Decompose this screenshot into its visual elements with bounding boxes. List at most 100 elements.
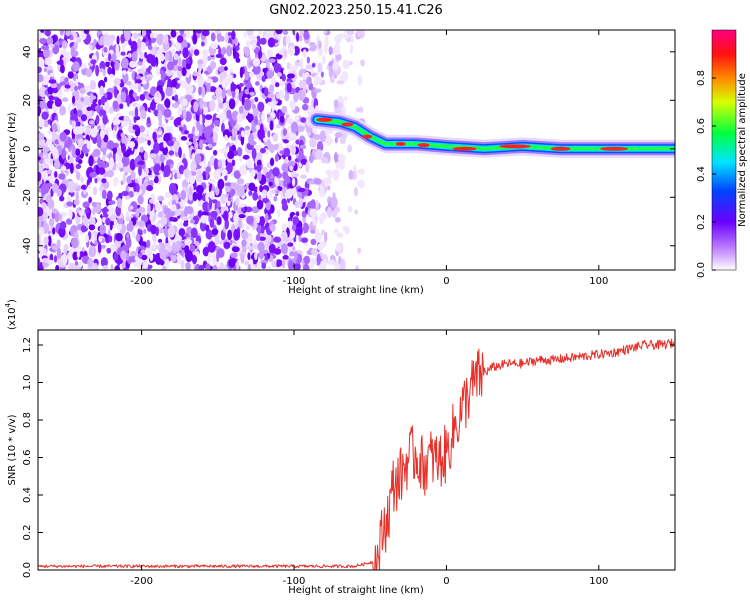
noise-blob (357, 168, 366, 175)
noise-blob (173, 53, 179, 61)
noise-blob (164, 242, 172, 248)
noise-blob (213, 169, 221, 180)
noise-blob (281, 105, 287, 114)
noise-blob (273, 195, 278, 202)
noise-blob (52, 147, 59, 160)
noise-blob (97, 242, 102, 254)
noise-blob (80, 225, 87, 233)
noise-blob (116, 197, 123, 208)
noise-blob (290, 121, 299, 134)
noise-blob (76, 109, 83, 118)
noise-blob (226, 109, 232, 119)
noise-blob (344, 96, 348, 102)
noise-blob (333, 34, 342, 44)
noise-blob (80, 177, 84, 183)
noise-blob (269, 157, 275, 167)
noise-blob (183, 168, 191, 175)
noise-blob (231, 246, 240, 253)
noise-blob (258, 50, 263, 59)
noise-blob (195, 173, 203, 183)
noise-blob (178, 134, 183, 143)
noise-blob (238, 106, 244, 114)
snr-plot-area (38, 338, 675, 570)
noise-blob (137, 220, 145, 227)
noise-blob (308, 154, 314, 164)
noise-blob (56, 83, 61, 91)
noise-blob (120, 250, 127, 261)
noise-blob (285, 188, 293, 199)
noise-blob (251, 124, 257, 133)
noise-blob (252, 107, 259, 119)
noise-blob (355, 265, 360, 270)
noise-blob (38, 119, 45, 128)
noise-blob (75, 163, 82, 169)
noise-blob (275, 123, 281, 129)
noise-blob (176, 172, 182, 180)
noise-blob (47, 259, 54, 265)
noise-blob (152, 241, 157, 250)
noise-blob (122, 173, 127, 185)
noise-blob (101, 178, 107, 184)
noise-blob (158, 242, 166, 253)
noise-blob (177, 253, 182, 265)
noise-blob (265, 171, 272, 179)
noise-blob (242, 154, 250, 160)
noise-blob (239, 66, 244, 79)
noise-blob (140, 249, 146, 254)
noise-blob (102, 124, 106, 129)
noise-blob (328, 66, 334, 79)
noise-blob (63, 56, 67, 67)
noise-blob (56, 188, 62, 197)
noise-blob (214, 235, 220, 246)
noise-blob (357, 247, 362, 254)
noise-blob (223, 241, 231, 249)
noise-blob (341, 106, 347, 115)
noise-blob (123, 267, 129, 270)
noise-blob (80, 114, 88, 122)
noise-blob (295, 226, 303, 236)
noise-blob (74, 261, 79, 266)
noise-blob (226, 162, 233, 174)
noise-blob (285, 35, 291, 45)
noise-blob (91, 201, 97, 207)
noise-blob (43, 248, 47, 255)
snr-panel: -200 -100 0 100 0.0 0.2 0.4 0.6 0.8 1.0 1.2 Heigh… (4, 299, 676, 596)
noise-blob (147, 76, 152, 81)
noise-blob (192, 191, 198, 202)
noise-blob (83, 99, 90, 106)
noise-blob (88, 120, 95, 125)
noise-blob (103, 76, 108, 83)
noise-blob (254, 252, 258, 261)
noise-blob (292, 246, 296, 252)
noise-blob (333, 99, 339, 108)
noise-blob (109, 243, 116, 251)
noise-blob (339, 137, 346, 145)
noise-blob (136, 74, 141, 81)
noise-blob (276, 72, 282, 78)
noise-blob (281, 73, 287, 82)
noise-blob (38, 73, 44, 83)
snr-y-ticks: 0.0 0.2 0.4 0.6 0.8 1.0 1.2 (22, 337, 675, 578)
noise-blob (48, 79, 57, 84)
noise-blob (89, 93, 94, 103)
noise-blob (357, 179, 365, 189)
noise-blob (134, 106, 139, 118)
noise-blob (53, 160, 61, 170)
noise-blob (132, 32, 139, 40)
noise-blob (269, 224, 276, 232)
noise-blob (227, 196, 232, 202)
noise-blob (274, 153, 279, 163)
noise-blob (191, 152, 196, 164)
noise-blob (60, 64, 65, 74)
noise-blob (348, 169, 354, 180)
noise-blob (254, 96, 259, 103)
noise-blob (180, 259, 185, 270)
noise-blob (185, 30, 190, 39)
noise-blob (73, 37, 77, 43)
noise-blob (137, 68, 146, 74)
noise-blob (72, 182, 79, 188)
noise-blob (312, 219, 317, 226)
noise-blob (190, 160, 197, 172)
noise-blob (91, 233, 96, 244)
